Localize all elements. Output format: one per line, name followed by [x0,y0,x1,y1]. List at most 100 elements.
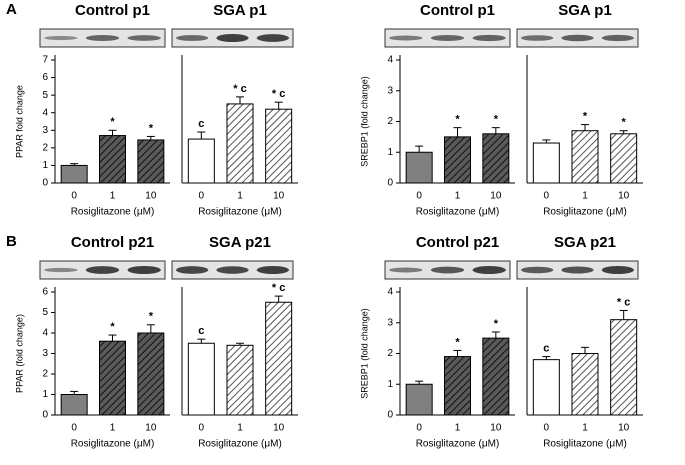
bar [187,138,215,184]
y-tick-label: 1 [42,389,48,400]
blot-band [521,266,554,274]
y-tick-label: 2 [387,348,393,359]
x-tick-label: 1 [110,191,116,202]
significance-label: * [110,116,115,128]
panel-title: Control p21 [416,234,499,251]
blot-band [176,35,209,41]
blot-band [256,34,289,42]
y-tick-label: 4 [387,287,393,298]
significance-label: * [149,122,154,134]
blot-band [216,266,249,274]
bar [265,301,293,416]
blot-band [256,266,289,274]
y-tick-label: 4 [42,107,48,118]
blot-band [85,266,120,274]
significance-label: * c [272,88,285,100]
y-tick-label: 3 [387,85,393,96]
bar [405,151,433,184]
bar [532,142,560,184]
x-tick-label: 0 [71,423,77,434]
panel-title: Control p1 [420,2,495,19]
y-tick-label: 4 [42,328,48,339]
panel-title: SGA p1 [213,2,267,19]
x-tick-label: 0 [416,423,422,434]
x-tick-label: 1 [455,423,461,434]
x-axis-label: Rosiglitazone (μM) [543,207,627,218]
y-tick-label: 2 [42,369,48,380]
bar [60,164,88,184]
x-tick-label: 0 [199,423,205,434]
y-axis-label: SREBP1 (fold change) [359,308,369,399]
blot-band [216,34,249,42]
significance-label: * [494,318,499,330]
x-tick-label: 0 [416,191,422,202]
blot-band [44,35,78,41]
bar [610,319,638,416]
bar [532,359,560,416]
x-tick-label: 10 [145,191,157,202]
blot-band [521,35,554,41]
y-tick-label: 4 [387,55,393,66]
panel-title: Control p1 [75,2,150,19]
x-tick-label: 1 [110,423,116,434]
y-tick-label: 5 [42,307,48,318]
x-tick-label: 0 [544,191,550,202]
x-axis-label: Rosiglitazone (μM) [71,207,155,218]
significance-label: * [455,114,460,126]
y-axis-label: SREBP1 (fold change) [359,76,369,167]
bar [226,344,254,416]
x-tick-label: 0 [199,191,205,202]
x-tick-label: 10 [618,191,630,202]
panel-letter: A [6,1,17,18]
blot-band [561,266,594,274]
x-tick-label: 1 [455,191,461,202]
blot-band [430,266,465,274]
bar [444,136,471,184]
x-tick-label: 1 [582,191,588,202]
x-tick-label: 1 [582,423,588,434]
panel-title: SGA p21 [209,234,271,251]
y-tick-label: 1 [387,379,393,390]
significance-label: * c [233,83,246,95]
blot-band [601,266,634,274]
bar [571,353,599,416]
bar [482,133,510,184]
y-tick-label: 1 [387,147,393,158]
blot-band [127,266,161,274]
x-tick-label: 0 [544,423,550,434]
bar [405,383,433,416]
significance-label: c [198,118,204,130]
x-tick-label: 10 [273,423,285,434]
blot-band [601,34,634,42]
x-tick-label: 0 [71,191,77,202]
x-tick-label: 10 [490,191,502,202]
x-tick-label: 1 [237,423,243,434]
blot-band [472,34,506,42]
y-tick-label: 0 [387,410,393,421]
y-tick-label: 6 [42,287,48,298]
x-axis-label: Rosiglitazone (μM) [198,207,282,218]
significance-label: c [543,342,549,354]
x-axis-label: Rosiglitazone (μM) [198,439,282,450]
x-axis-label: Rosiglitazone (μM) [71,439,155,450]
bar [137,332,165,416]
blot-band [389,35,423,41]
bar [226,103,254,184]
x-axis-label: Rosiglitazone (μM) [543,439,627,450]
y-tick-label: 3 [42,348,48,359]
significance-label: * [583,110,588,122]
panel-title: SGA p1 [558,2,612,19]
y-tick-label: 0 [42,178,48,189]
x-axis-label: Rosiglitazone (μM) [416,439,500,450]
bar [137,139,165,184]
blot-band [44,267,78,273]
bar [99,135,126,184]
significance-label: * [622,117,627,129]
bar [444,356,471,416]
blot-band [176,266,209,274]
blot-band [85,34,120,42]
panel-title: Control p21 [71,234,154,251]
y-tick-label: 6 [42,72,48,83]
x-axis-label: Rosiglitazone (μM) [416,207,500,218]
